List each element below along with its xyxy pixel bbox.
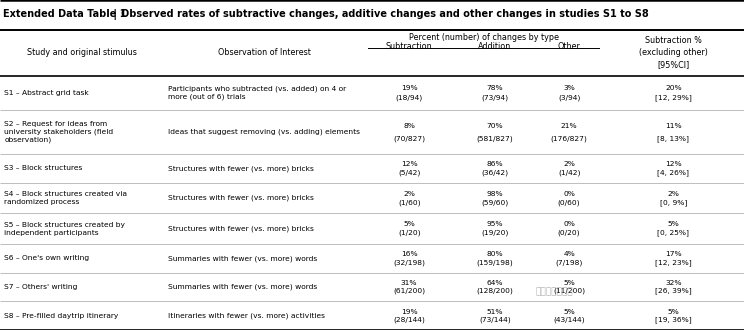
Text: (1/60): (1/60) (398, 199, 420, 206)
Text: 12%: 12% (665, 161, 682, 167)
Text: (0/20): (0/20) (558, 230, 580, 236)
Text: 3%: 3% (563, 85, 575, 91)
Text: Percent (number) of changes by type: Percent (number) of changes by type (408, 33, 559, 42)
Text: (28/144): (28/144) (394, 316, 425, 323)
Text: (70/827): (70/827) (393, 135, 426, 142)
Text: 中国生物技术网: 中国生物技术网 (536, 287, 573, 297)
Text: Ideas that suggest removing (vs. adding) elements: Ideas that suggest removing (vs. adding)… (168, 129, 360, 135)
Text: (61/200): (61/200) (393, 288, 426, 294)
Text: [26, 39%]: [26, 39%] (655, 288, 692, 294)
Text: S4 – Block structures created via
randomized process: S4 – Block structures created via random… (4, 191, 127, 205)
Text: 2%: 2% (403, 191, 415, 197)
Text: 19%: 19% (401, 309, 417, 315)
Text: 0%: 0% (563, 191, 575, 197)
Text: (1/42): (1/42) (558, 169, 580, 176)
Text: [12, 29%]: [12, 29%] (655, 94, 692, 101)
Text: (176/827): (176/827) (551, 135, 588, 142)
Text: Other: Other (558, 42, 580, 51)
Text: 17%: 17% (665, 251, 682, 257)
Text: S1 – Abstract grid task: S1 – Abstract grid task (4, 90, 89, 96)
Text: 16%: 16% (401, 251, 417, 257)
Text: (11/200): (11/200) (553, 288, 586, 294)
Text: 20%: 20% (665, 85, 682, 91)
Text: 2%: 2% (563, 161, 575, 167)
Text: 11%: 11% (665, 123, 682, 129)
Text: [0, 25%]: [0, 25%] (657, 230, 690, 237)
Text: (32/198): (32/198) (393, 259, 426, 266)
Text: [8, 13%]: [8, 13%] (657, 135, 690, 142)
Text: (19/20): (19/20) (481, 230, 508, 236)
Text: S8 – Pre-filled daytrip itinerary: S8 – Pre-filled daytrip itinerary (4, 313, 119, 319)
Text: 4%: 4% (563, 251, 575, 257)
Text: (128/200): (128/200) (476, 288, 513, 294)
Text: (159/198): (159/198) (476, 259, 513, 266)
Text: (5/42): (5/42) (398, 169, 420, 176)
Text: (43/144): (43/144) (554, 316, 585, 323)
Text: 8%: 8% (403, 123, 415, 129)
Text: 5%: 5% (563, 280, 575, 286)
Text: (1/20): (1/20) (398, 230, 420, 236)
Text: 80%: 80% (487, 251, 503, 257)
Text: [19, 36%]: [19, 36%] (655, 316, 692, 323)
Text: (7/198): (7/198) (556, 259, 583, 266)
Text: S2 – Request for ideas from
university stakeholders (field
observation): S2 – Request for ideas from university s… (4, 121, 114, 143)
Text: (581/827): (581/827) (476, 135, 513, 142)
Text: Observation of Interest: Observation of Interest (218, 48, 310, 57)
Text: 64%: 64% (487, 280, 503, 286)
Text: 32%: 32% (665, 280, 682, 286)
Text: Participants who subtracted (vs. added) on 4 or
more (out of 6) trials: Participants who subtracted (vs. added) … (168, 86, 346, 100)
Text: (18/94): (18/94) (396, 94, 423, 101)
Text: [12, 23%]: [12, 23%] (655, 259, 692, 266)
Text: Structures with fewer (vs. more) bricks: Structures with fewer (vs. more) bricks (168, 225, 314, 232)
Text: Summaries with fewer (vs. more) words: Summaries with fewer (vs. more) words (168, 284, 318, 290)
Text: S7 – Others' writing: S7 – Others' writing (4, 284, 78, 290)
Text: (36/42): (36/42) (481, 169, 508, 176)
Text: 78%: 78% (487, 85, 503, 91)
Text: 19%: 19% (401, 85, 417, 91)
Text: Subtraction %
(excluding other)
[95%CI]: Subtraction % (excluding other) [95%CI] (639, 37, 708, 69)
Text: (59/60): (59/60) (481, 199, 508, 206)
Text: 70%: 70% (487, 123, 503, 129)
Text: Extended Data Table 1: Extended Data Table 1 (3, 9, 126, 19)
Text: [4, 26%]: [4, 26%] (657, 169, 690, 176)
Text: 0%: 0% (563, 221, 575, 227)
Text: Structures with fewer (vs. more) bricks: Structures with fewer (vs. more) bricks (168, 165, 314, 172)
Text: Summaries with fewer (vs. more) words: Summaries with fewer (vs. more) words (168, 255, 318, 262)
Text: 5%: 5% (563, 309, 575, 315)
Text: 5%: 5% (667, 309, 679, 315)
Text: 12%: 12% (401, 161, 417, 167)
Text: S6 – One's own writing: S6 – One's own writing (4, 255, 89, 261)
Text: (0/60): (0/60) (558, 199, 580, 206)
Text: Addition: Addition (478, 42, 511, 51)
Text: |: | (110, 9, 121, 20)
Text: 31%: 31% (401, 280, 417, 286)
Text: S3 – Block structures: S3 – Block structures (4, 165, 83, 171)
Text: Study and original stimulus: Study and original stimulus (27, 48, 137, 57)
Text: (73/144): (73/144) (479, 316, 510, 323)
Text: 2%: 2% (667, 191, 679, 197)
Text: [0, 9%]: [0, 9%] (660, 199, 687, 206)
Text: 98%: 98% (487, 191, 503, 197)
Text: 51%: 51% (487, 309, 503, 315)
Text: 5%: 5% (403, 221, 415, 227)
Text: 5%: 5% (667, 221, 679, 227)
Text: Structures with fewer (vs. more) bricks: Structures with fewer (vs. more) bricks (168, 195, 314, 201)
Text: Itineraries with fewer (vs. more) activities: Itineraries with fewer (vs. more) activi… (168, 313, 325, 319)
Text: (3/94): (3/94) (558, 94, 580, 101)
Text: 21%: 21% (561, 123, 577, 129)
Text: (73/94): (73/94) (481, 94, 508, 101)
Text: Subtraction: Subtraction (386, 42, 432, 51)
Text: 86%: 86% (487, 161, 503, 167)
Text: 95%: 95% (487, 221, 503, 227)
Text: Observed rates of subtractive changes, additive changes and other changes in stu: Observed rates of subtractive changes, a… (121, 9, 649, 19)
Text: S5 – Block structures created by
independent participants: S5 – Block structures created by indepen… (4, 222, 126, 236)
